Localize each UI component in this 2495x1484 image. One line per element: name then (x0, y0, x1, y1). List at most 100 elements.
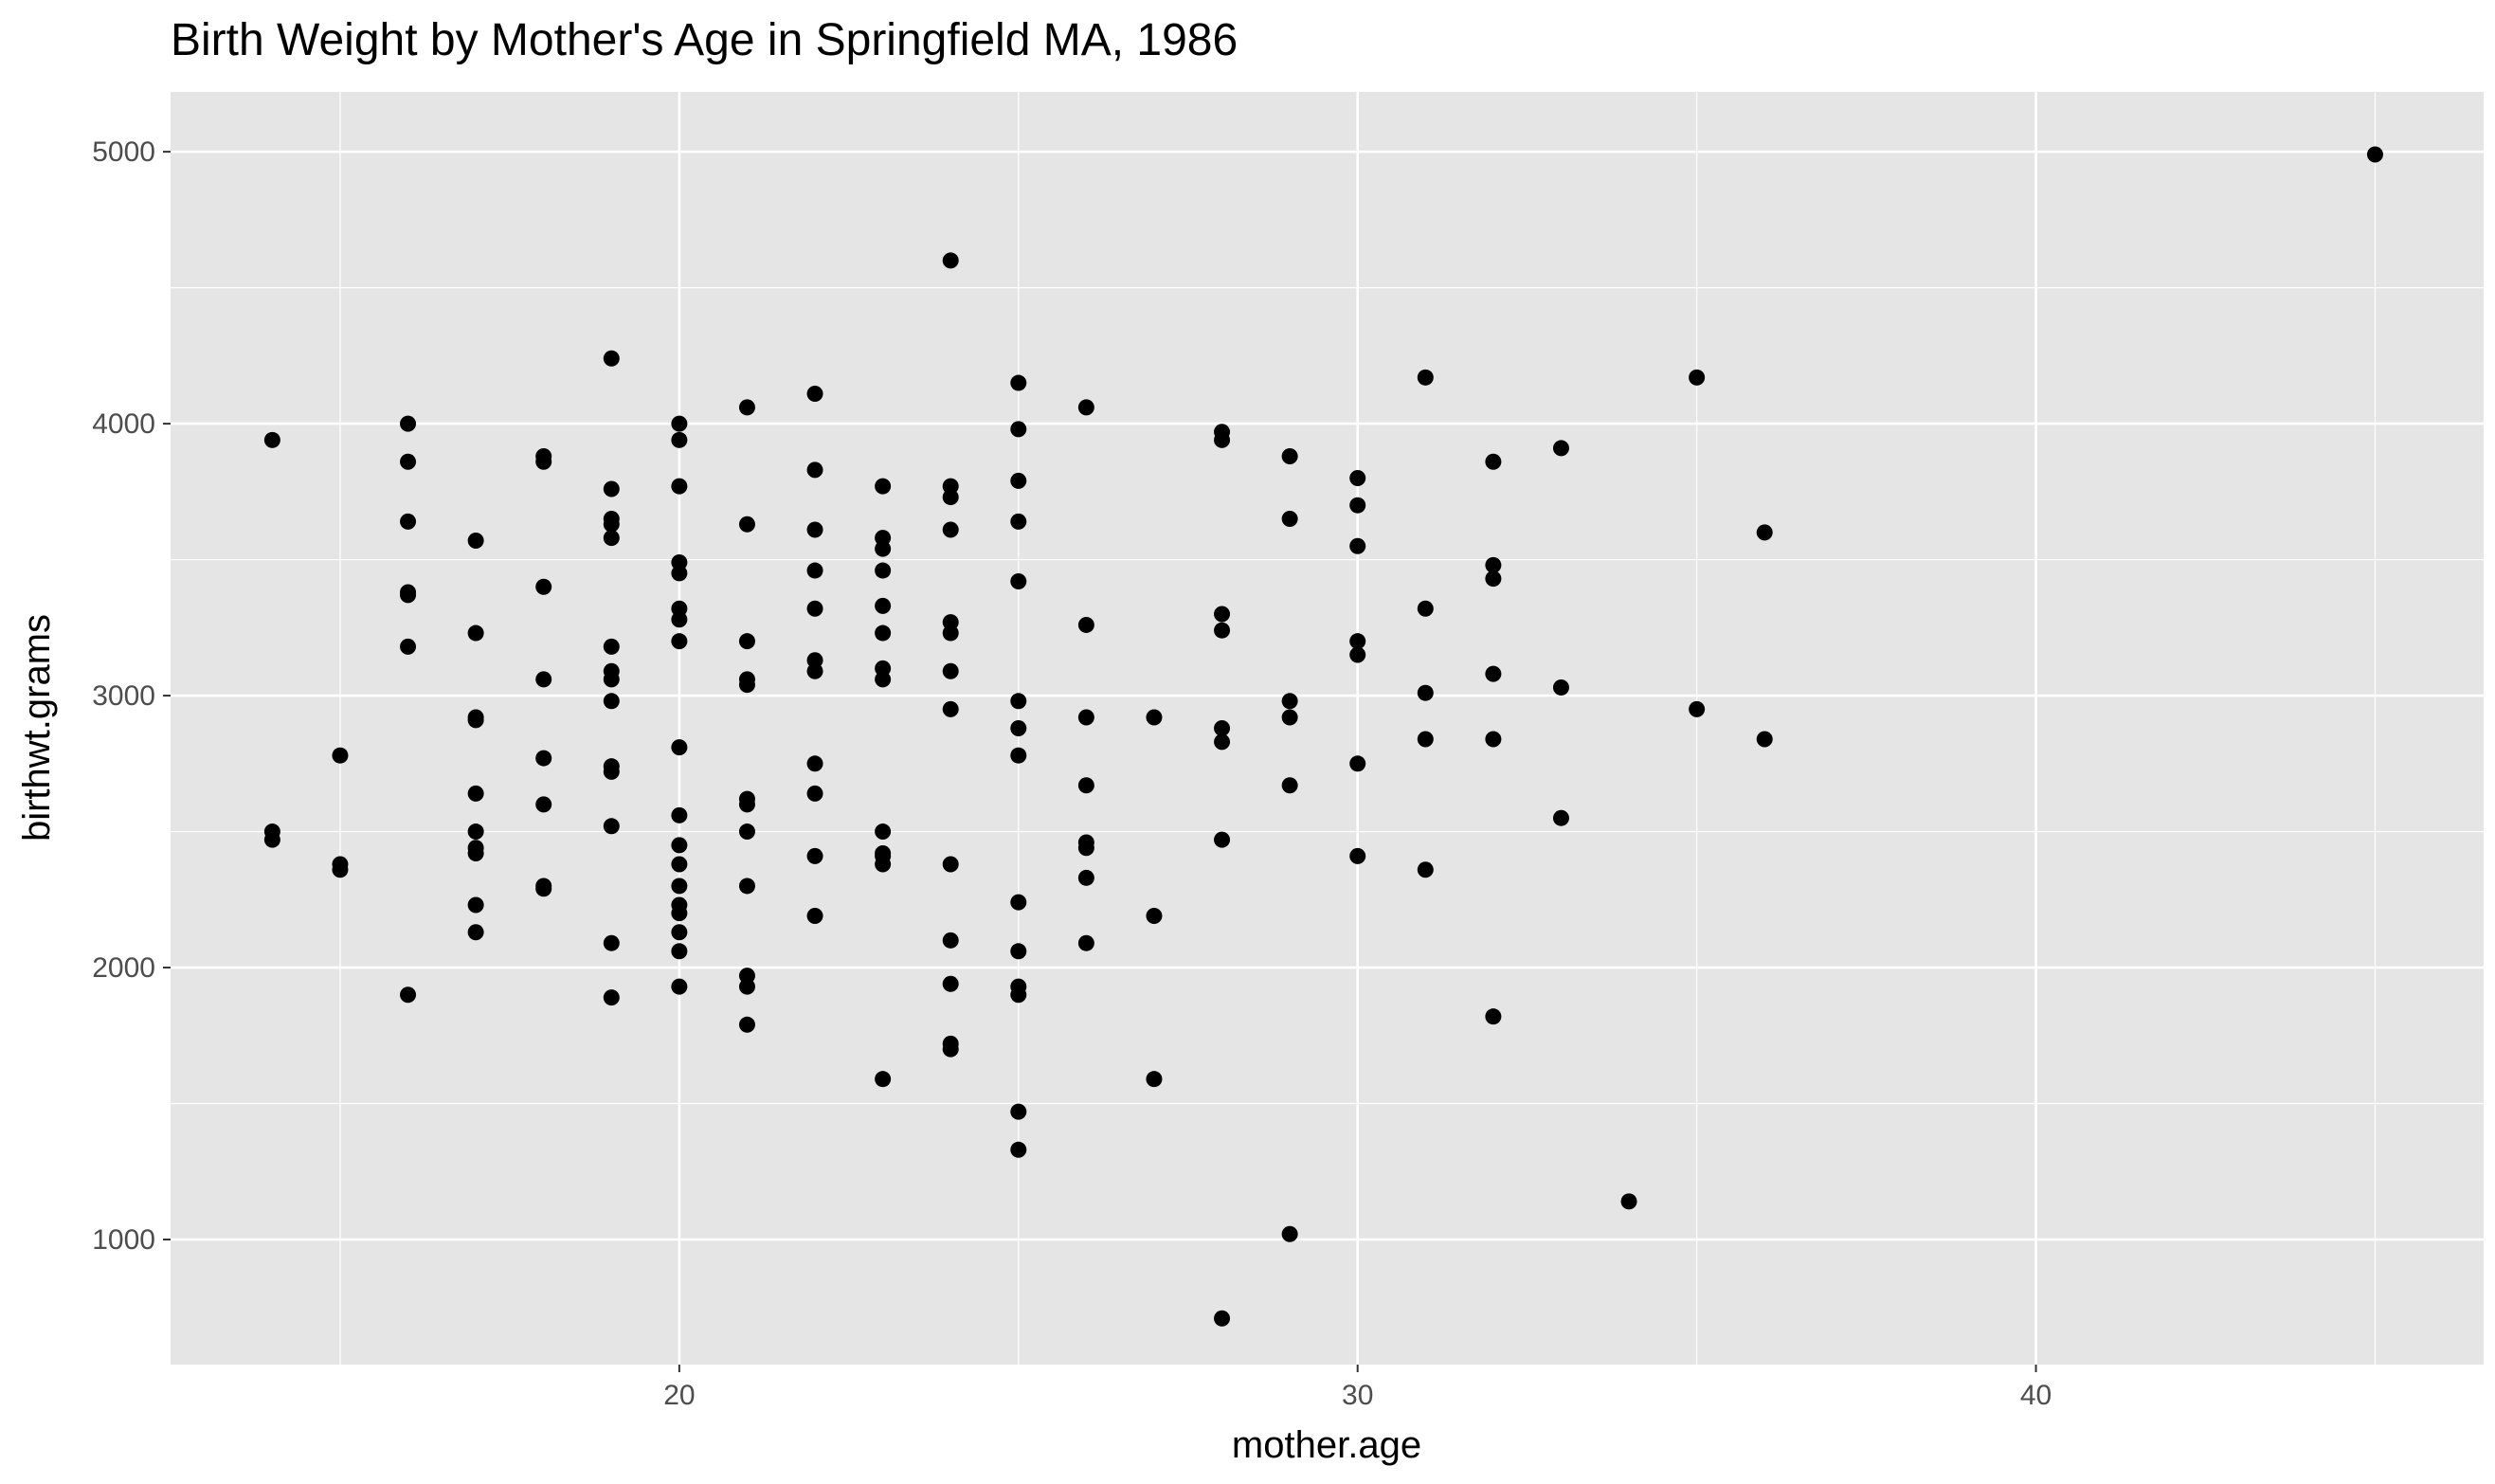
data-point (671, 478, 688, 495)
y-axis-title: birthwt.grams (16, 614, 58, 842)
data-point (738, 796, 755, 813)
data-point (1417, 684, 1434, 701)
data-point (1349, 633, 1366, 650)
data-point (1214, 831, 1231, 848)
data-point (875, 624, 892, 642)
data-point (942, 1041, 959, 1058)
data-point (1485, 556, 1502, 573)
data-point (942, 932, 959, 949)
data-point (942, 624, 959, 642)
data-point (603, 693, 620, 710)
data-point (1214, 733, 1231, 751)
data-point (671, 856, 688, 873)
data-point (400, 453, 417, 470)
data-point (603, 763, 620, 780)
data-point (603, 934, 620, 951)
data-point (671, 943, 688, 960)
data-point (1010, 720, 1027, 736)
data-point (1010, 421, 1027, 438)
data-point (1010, 693, 1027, 710)
data-point (806, 600, 823, 617)
data-point (332, 861, 349, 878)
data-point (400, 986, 417, 1004)
data-point (806, 755, 823, 772)
data-point (603, 989, 620, 1006)
data-point (738, 516, 755, 533)
data-point (1552, 679, 1569, 696)
data-point (1214, 720, 1231, 736)
data-point (467, 845, 484, 862)
data-point (942, 856, 959, 873)
data-point (806, 461, 823, 479)
data-point (1485, 570, 1502, 588)
data-point (1077, 616, 1094, 633)
data-point (1349, 755, 1366, 772)
data-point (1349, 537, 1366, 554)
data-point (332, 747, 349, 764)
data-point (671, 978, 688, 995)
data-point (806, 521, 823, 538)
data-point (603, 480, 620, 498)
data-point (263, 831, 280, 848)
data-point (1010, 986, 1027, 1004)
data-point (1010, 1103, 1027, 1120)
data-point (671, 924, 688, 941)
data-point (1146, 709, 1163, 726)
data-point (875, 597, 892, 614)
data-point (1281, 777, 1298, 794)
data-point (1010, 374, 1027, 391)
data-point (1077, 709, 1094, 726)
data-point (400, 415, 417, 432)
data-point (400, 587, 417, 604)
data-point (1010, 573, 1027, 590)
data-point (467, 785, 484, 802)
data-point (1146, 1071, 1163, 1088)
data-point (1349, 646, 1366, 663)
data-point (1077, 840, 1094, 857)
data-point (1010, 894, 1027, 911)
data-point (400, 638, 417, 655)
data-point (467, 712, 484, 729)
data-points (263, 146, 2383, 1327)
data-point (738, 633, 755, 650)
data-point (1417, 731, 1434, 748)
data-point (1349, 469, 1366, 486)
data-point (603, 638, 620, 655)
data-point (1077, 399, 1094, 416)
data-point (1214, 606, 1231, 623)
data-point (738, 823, 755, 841)
data-point (1689, 369, 1706, 386)
data-point (671, 415, 688, 432)
y-axis: 1000 2000 3000 4000 5000 (92, 136, 171, 1256)
data-point (671, 633, 688, 650)
data-point (738, 1016, 755, 1033)
data-point (942, 521, 959, 538)
data-point (535, 750, 552, 767)
data-point (738, 978, 755, 995)
x-tick-label: 20 (663, 1380, 695, 1411)
data-point (1077, 869, 1094, 886)
data-point (400, 513, 417, 530)
data-point (671, 739, 688, 756)
data-point (1214, 431, 1231, 448)
data-point (603, 818, 620, 835)
data-point (1552, 440, 1569, 457)
data-point (671, 806, 688, 823)
data-point (942, 700, 959, 717)
data-point (467, 532, 484, 549)
data-point (467, 823, 484, 841)
data-point (1077, 777, 1094, 794)
data-point (2366, 146, 2383, 163)
data-point (1214, 622, 1231, 639)
data-point (1552, 809, 1569, 826)
data-point (806, 562, 823, 579)
grid-major (171, 92, 2484, 1365)
data-point (1689, 700, 1706, 717)
data-point (1349, 847, 1366, 864)
data-point (535, 453, 552, 470)
data-point (535, 578, 552, 595)
data-point (875, 671, 892, 688)
data-point (806, 386, 823, 403)
data-point (603, 671, 620, 688)
data-point (738, 677, 755, 694)
